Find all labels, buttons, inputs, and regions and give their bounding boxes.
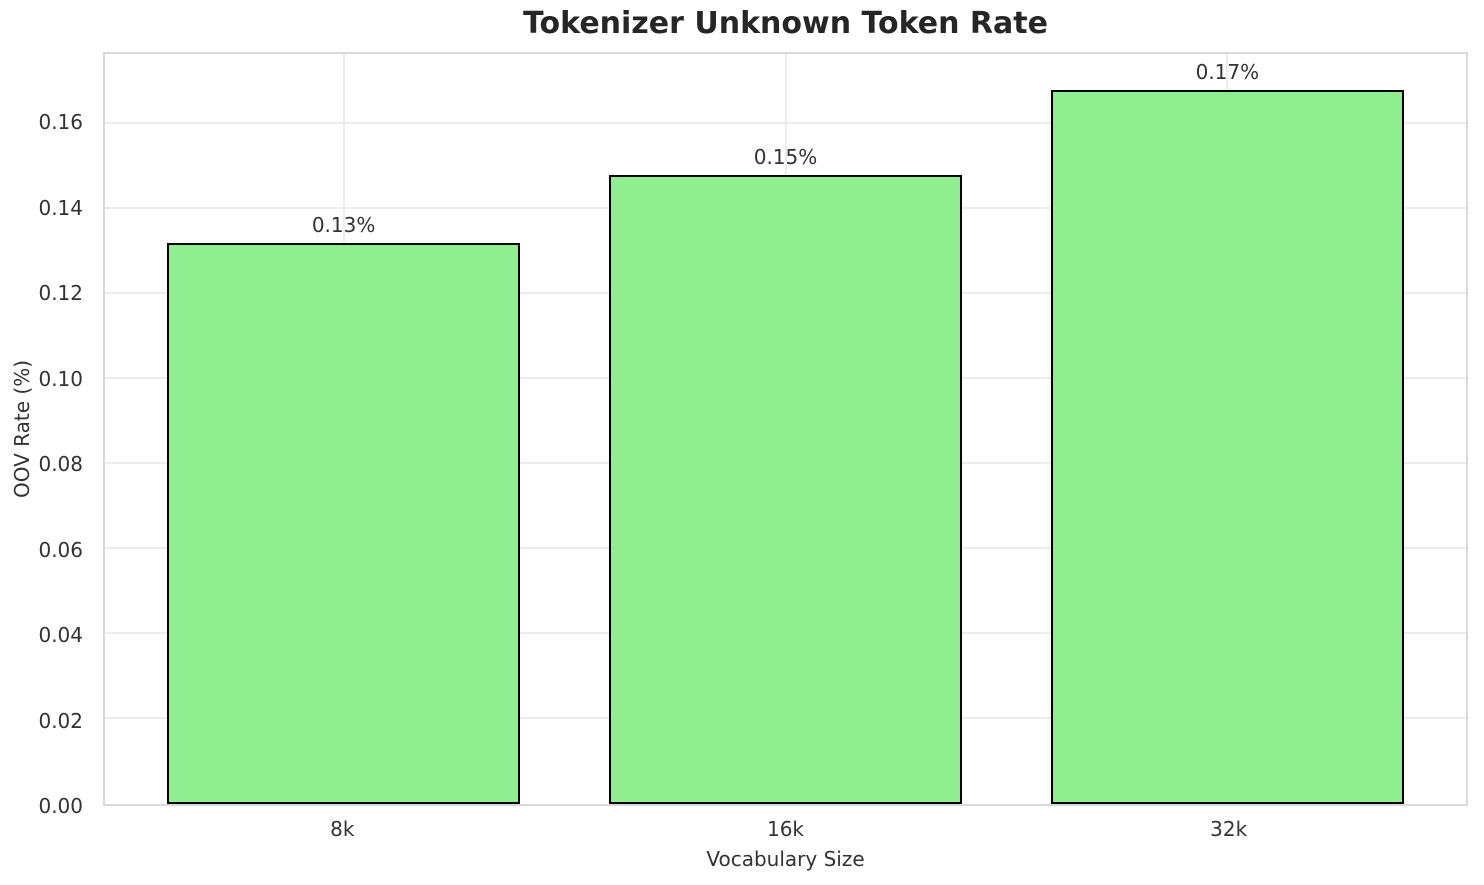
y-tick-label: 0.10 xyxy=(38,366,83,391)
chart-title: Tokenizer Unknown Token Rate xyxy=(523,6,1048,41)
bar-value-label: 0.13% xyxy=(311,212,376,237)
x-axis-tick-labels: 8k 16k 32k xyxy=(103,808,1468,842)
y-tick-label: 0.08 xyxy=(38,452,83,477)
bar xyxy=(608,174,963,804)
bar-value-label: 0.15% xyxy=(753,144,818,169)
y-tick-label: 0.00 xyxy=(38,794,83,818)
y-tick-label: 0.16 xyxy=(38,110,83,135)
x-tick-label: 32k xyxy=(1210,817,1248,841)
bar xyxy=(1050,89,1405,804)
plot-area: 0.13% 0.15% 0.17% xyxy=(103,52,1468,806)
bar-value-label: 0.17% xyxy=(1195,59,1260,84)
y-axis-tick-labels: 0.00 0.02 0.04 0.06 0.08 0.10 0.12 0.14 0.16 xyxy=(0,52,93,818)
y-tick-label: 0.02 xyxy=(38,708,83,733)
x-tick-label: 16k xyxy=(766,817,805,841)
y-tick-label: 0.14 xyxy=(38,195,83,220)
y-tick-label: 0.04 xyxy=(38,623,83,648)
y-tick-label: 0.06 xyxy=(38,537,83,562)
bar xyxy=(166,242,521,804)
y-tick-label: 0.12 xyxy=(38,281,83,306)
x-axis-label: Vocabulary Size xyxy=(706,847,865,871)
x-tick-label: 8k xyxy=(330,817,355,841)
